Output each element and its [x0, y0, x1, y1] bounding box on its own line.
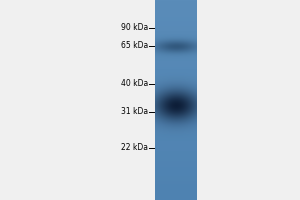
Text: 40 kDa: 40 kDa — [121, 79, 148, 88]
Text: 65 kDa: 65 kDa — [121, 42, 148, 50]
Text: 90 kDa: 90 kDa — [121, 23, 148, 32]
Text: 22 kDa: 22 kDa — [121, 144, 148, 152]
Text: 31 kDa: 31 kDa — [121, 108, 148, 116]
